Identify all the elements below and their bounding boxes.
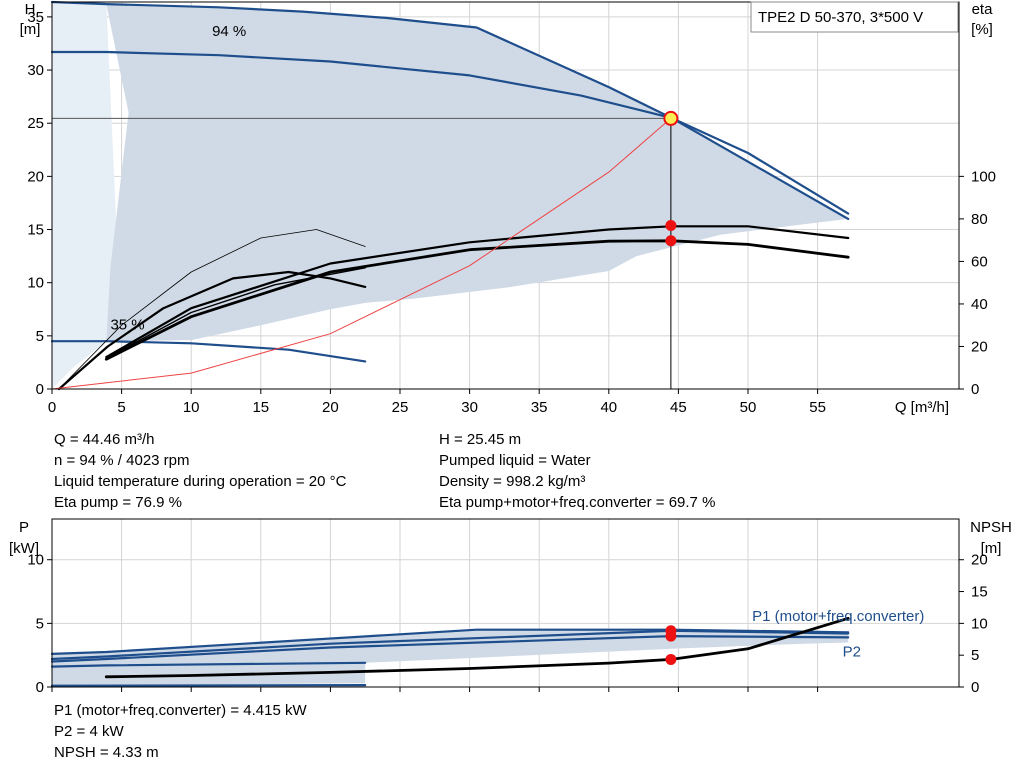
performance-series-35- (50, 340, 367, 363)
performance-series-94- (50, 50, 673, 119)
readout-p2: P2 = 4 kW (54, 723, 124, 740)
performance-xtick-label: 45 (670, 399, 687, 416)
power-duty-point (665, 653, 677, 665)
power-curve-label: P1 (motor+freq.converter) (752, 608, 924, 625)
power-series-p2-low (50, 661, 367, 668)
performance-y2tick-label: 60 (971, 253, 988, 270)
performance-light-region (52, 2, 116, 389)
performance-curve-label: 94 % (212, 23, 246, 40)
readout-liquid-temperature: Liquid temperature during operation = 20… (54, 473, 347, 490)
performance-y2tick-label: 0 (971, 381, 979, 398)
performance-xtick-label: 5 (117, 399, 125, 416)
power-labels: P1 (motor+freq.converter) P2 (752, 608, 924, 661)
power-series-p1-op (50, 629, 850, 661)
readout-density: Density = 998.2 kg/m³ (439, 473, 586, 490)
power-duty-points (665, 625, 677, 665)
performance-duty-point (665, 219, 677, 231)
readout-eta-total: Eta pump+motor+freq.converter = 69.7 % (439, 494, 716, 511)
performance-xtick-label: 20 (322, 399, 339, 416)
performance-series-100- (50, 0, 850, 220)
performance-ytick-label: 20 (27, 168, 44, 185)
readout-npsh: NPSH = 4.33 m (54, 744, 159, 761)
model-title-box (750, 1, 959, 33)
readout-head: H = 25.45 m (439, 431, 522, 448)
performance-xtick-label: 10 (183, 399, 200, 416)
readout-flow: Q = 44.46 m³/h (54, 431, 155, 448)
power-y2tick-label: 5 (971, 647, 979, 664)
power-y2label-symbol: NPSH (970, 519, 1012, 536)
duty-readout-right: H = 25.45 m Pumped liquid = Water Densit… (439, 429, 715, 513)
readout-p1: P1 (motor+freq.converter) = 4.415 kW (54, 702, 307, 719)
performance-series-system (51, 117, 672, 390)
duty-readout-left: Q = 44.46 m³/h n = 94 % / 4023 rpm Liqui… (54, 429, 346, 513)
power-curves (50, 616, 850, 687)
power-axes: 0 5 10 0 5 10 15 20 P [kW] NPSH [m] (9, 518, 1012, 696)
performance-series-eta-op (104, 239, 850, 361)
power-y2tick-label: 20 (971, 552, 988, 569)
power-series-p2 (50, 635, 850, 663)
performance-ytick-label: 10 (27, 275, 44, 292)
performance-y2label-unit: [%] (971, 21, 993, 38)
performance-y2tick-label: 100 (971, 168, 996, 185)
performance-series-segment (670, 116, 850, 215)
power-y2tick-label: 15 (971, 584, 988, 601)
power-y2label-unit: [m] (981, 540, 1002, 557)
performance-operating-region (52, 2, 849, 389)
power-ytick-label: 0 (36, 679, 44, 696)
performance-axes: 0 5 10 15 20 25 30 35 0 20 40 60 80 100 0 5 10 15 20 25 30 35… (20, 1, 996, 416)
performance-xtick-label: 15 (252, 399, 269, 416)
performance-xtick-label: 50 (740, 399, 757, 416)
readout-speed: n = 94 % / 4023 rpm (54, 452, 190, 469)
x-axis-label: Q [m³/h] (895, 399, 949, 416)
performance-ylabel-symbol: H (25, 1, 36, 18)
power-npsh-chart: 0 5 10 0 5 10 15 20 P [kW] NPSH [m] P1 (motor+freq.… (9, 518, 1012, 696)
power-y2tick-label: 0 (971, 679, 979, 696)
performance-xtick-label: 55 (809, 399, 826, 416)
power-series-p1-motor-freq-converter- (50, 628, 850, 655)
performance-ylabel-unit: [m] (20, 21, 41, 38)
performance-duty-points (52, 110, 679, 389)
power-series-p2-min (50, 684, 367, 687)
duty-point-head (663, 110, 679, 126)
power-ytick-label: 5 (36, 615, 44, 632)
performance-y2tick-label: 20 (971, 338, 988, 355)
performance-y2label-symbol: eta (972, 1, 994, 18)
power-curve-label: P2 (843, 643, 861, 660)
power-ylabel-unit: [kW] (9, 540, 39, 557)
performance-ytick-label: 35 (27, 9, 44, 26)
performance-series-eta-small-thin (58, 229, 366, 390)
performance-xtick-label: 35 (531, 399, 548, 416)
performance-ytick-label: 30 (27, 62, 44, 79)
performance-ytick-label: 0 (36, 381, 44, 398)
power-readout: P1 (motor+freq.converter) = 4.415 kW P2 … (54, 700, 307, 763)
performance-operating-region (106, 4, 849, 342)
performance-curve-label: 35 % (110, 316, 144, 333)
power-plot-frame (51, 518, 960, 688)
model-title: TPE2 D 50-370, 3*500 V (758, 9, 923, 26)
performance-series-eta-small (57, 270, 367, 391)
performance-xtick-label: 30 (461, 399, 478, 416)
performance-ytick-label: 15 (27, 222, 44, 239)
performance-series-eta-max (105, 225, 850, 359)
power-ytick-label: 10 (27, 552, 44, 569)
performance-ytick-label: 25 (27, 115, 44, 132)
performance-xtick-label: 0 (48, 399, 56, 416)
readout-pumped-liquid: Pumped liquid = Water (439, 452, 591, 469)
power-y2tick-label: 10 (971, 615, 988, 632)
performance-xtick-label: 25 (392, 399, 409, 416)
power-ylabel-symbol: P (19, 519, 29, 536)
performance-y2tick-label: 80 (971, 211, 988, 228)
power-series-npsh (104, 616, 850, 679)
performance-ytick-label: 5 (36, 328, 44, 345)
performance-curves (50, 0, 850, 391)
performance-labels: 100 %94 %35 %TPE2 D 50-370, 3*500 V (110, 1, 959, 333)
performance-y2tick-label: 40 (971, 296, 988, 313)
performance-plot-frame (51, 1, 960, 390)
performance-duty-point (665, 235, 677, 247)
readout-eta-pump: Eta pump = 76.9 % (54, 494, 182, 511)
performance-chart: 0 5 10 15 20 25 30 35 0 20 40 60 80 100 0 5 10 15 20 25 30 35… (20, 0, 996, 416)
power-duty-point (665, 630, 677, 642)
performance-xtick-label: 40 (600, 399, 617, 416)
